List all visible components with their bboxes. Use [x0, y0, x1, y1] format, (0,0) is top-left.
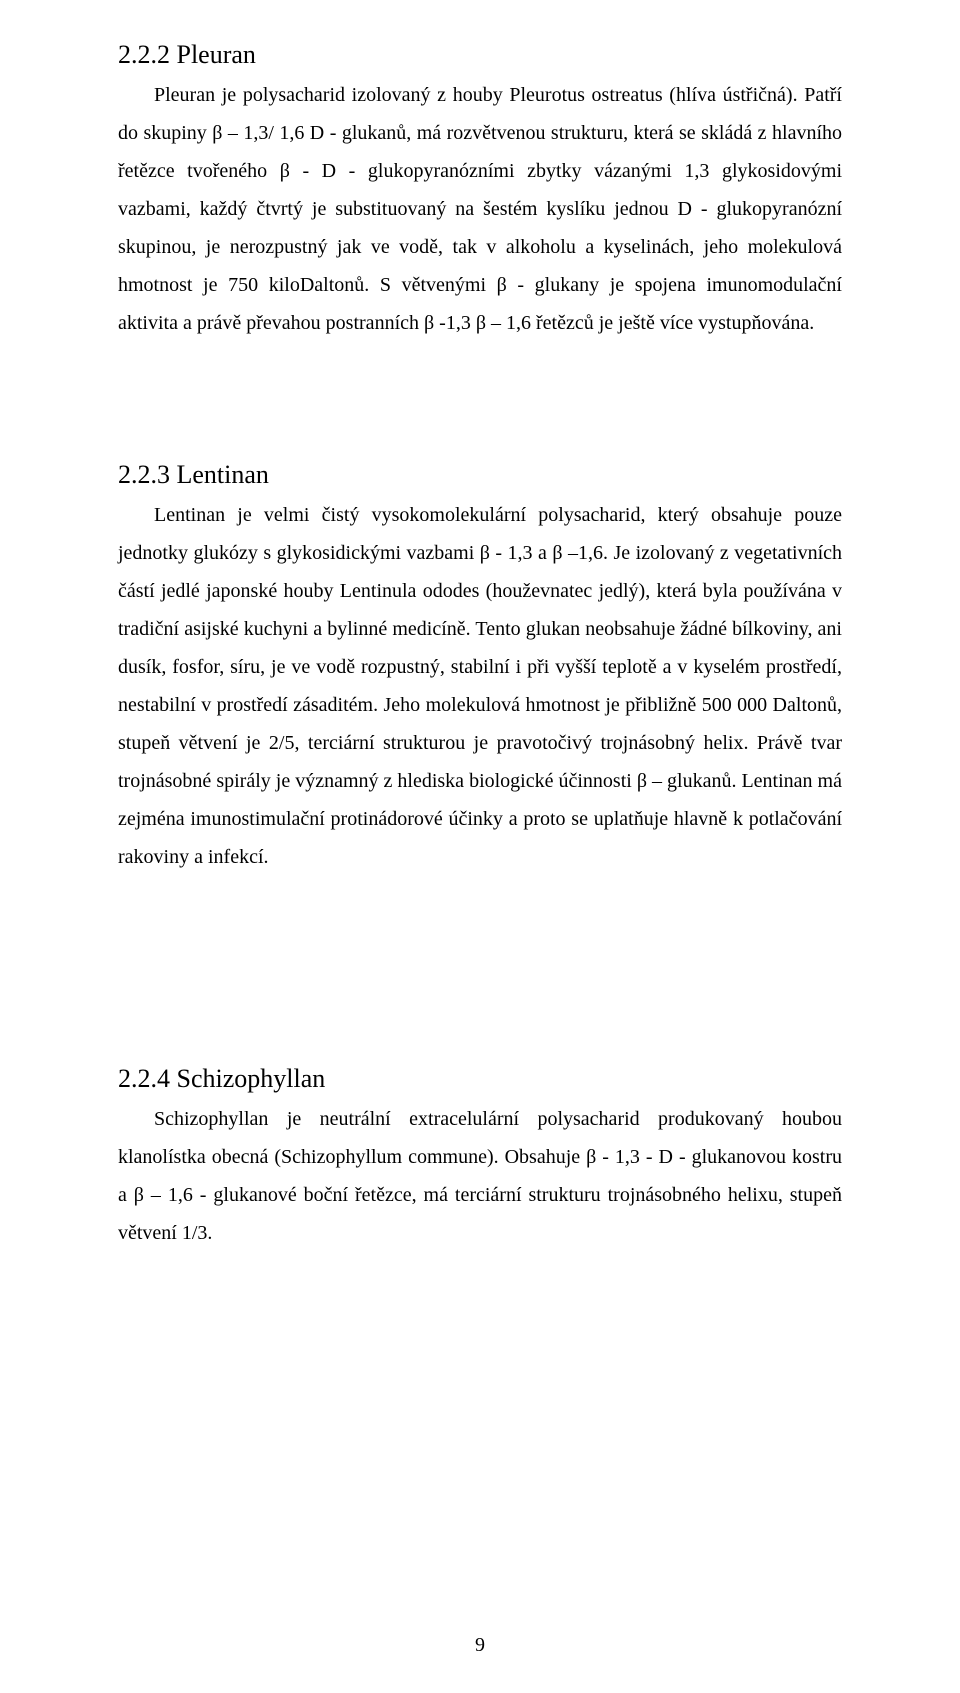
page-number: 9: [0, 1634, 960, 1657]
paragraph-schizophyllan: Schizophyllan je neutrální extracelulárn…: [118, 1100, 842, 1252]
heading-pleuran: 2.2.2 Pleuran: [118, 40, 842, 70]
heading-schizophyllan: 2.2.4 Schizophyllan: [118, 1064, 842, 1094]
section-gap: [118, 884, 842, 1064]
section-gap: [118, 350, 842, 460]
paragraph-lentinan: Lentinan je velmi čistý vysokomolekulárn…: [118, 496, 842, 876]
paragraph-pleuran: Pleuran je polysacharid izolovaný z houb…: [118, 76, 842, 342]
page: 2.2.2 Pleuran Pleuran je polysacharid iz…: [0, 0, 960, 1693]
heading-lentinan: 2.2.3 Lentinan: [118, 460, 842, 490]
